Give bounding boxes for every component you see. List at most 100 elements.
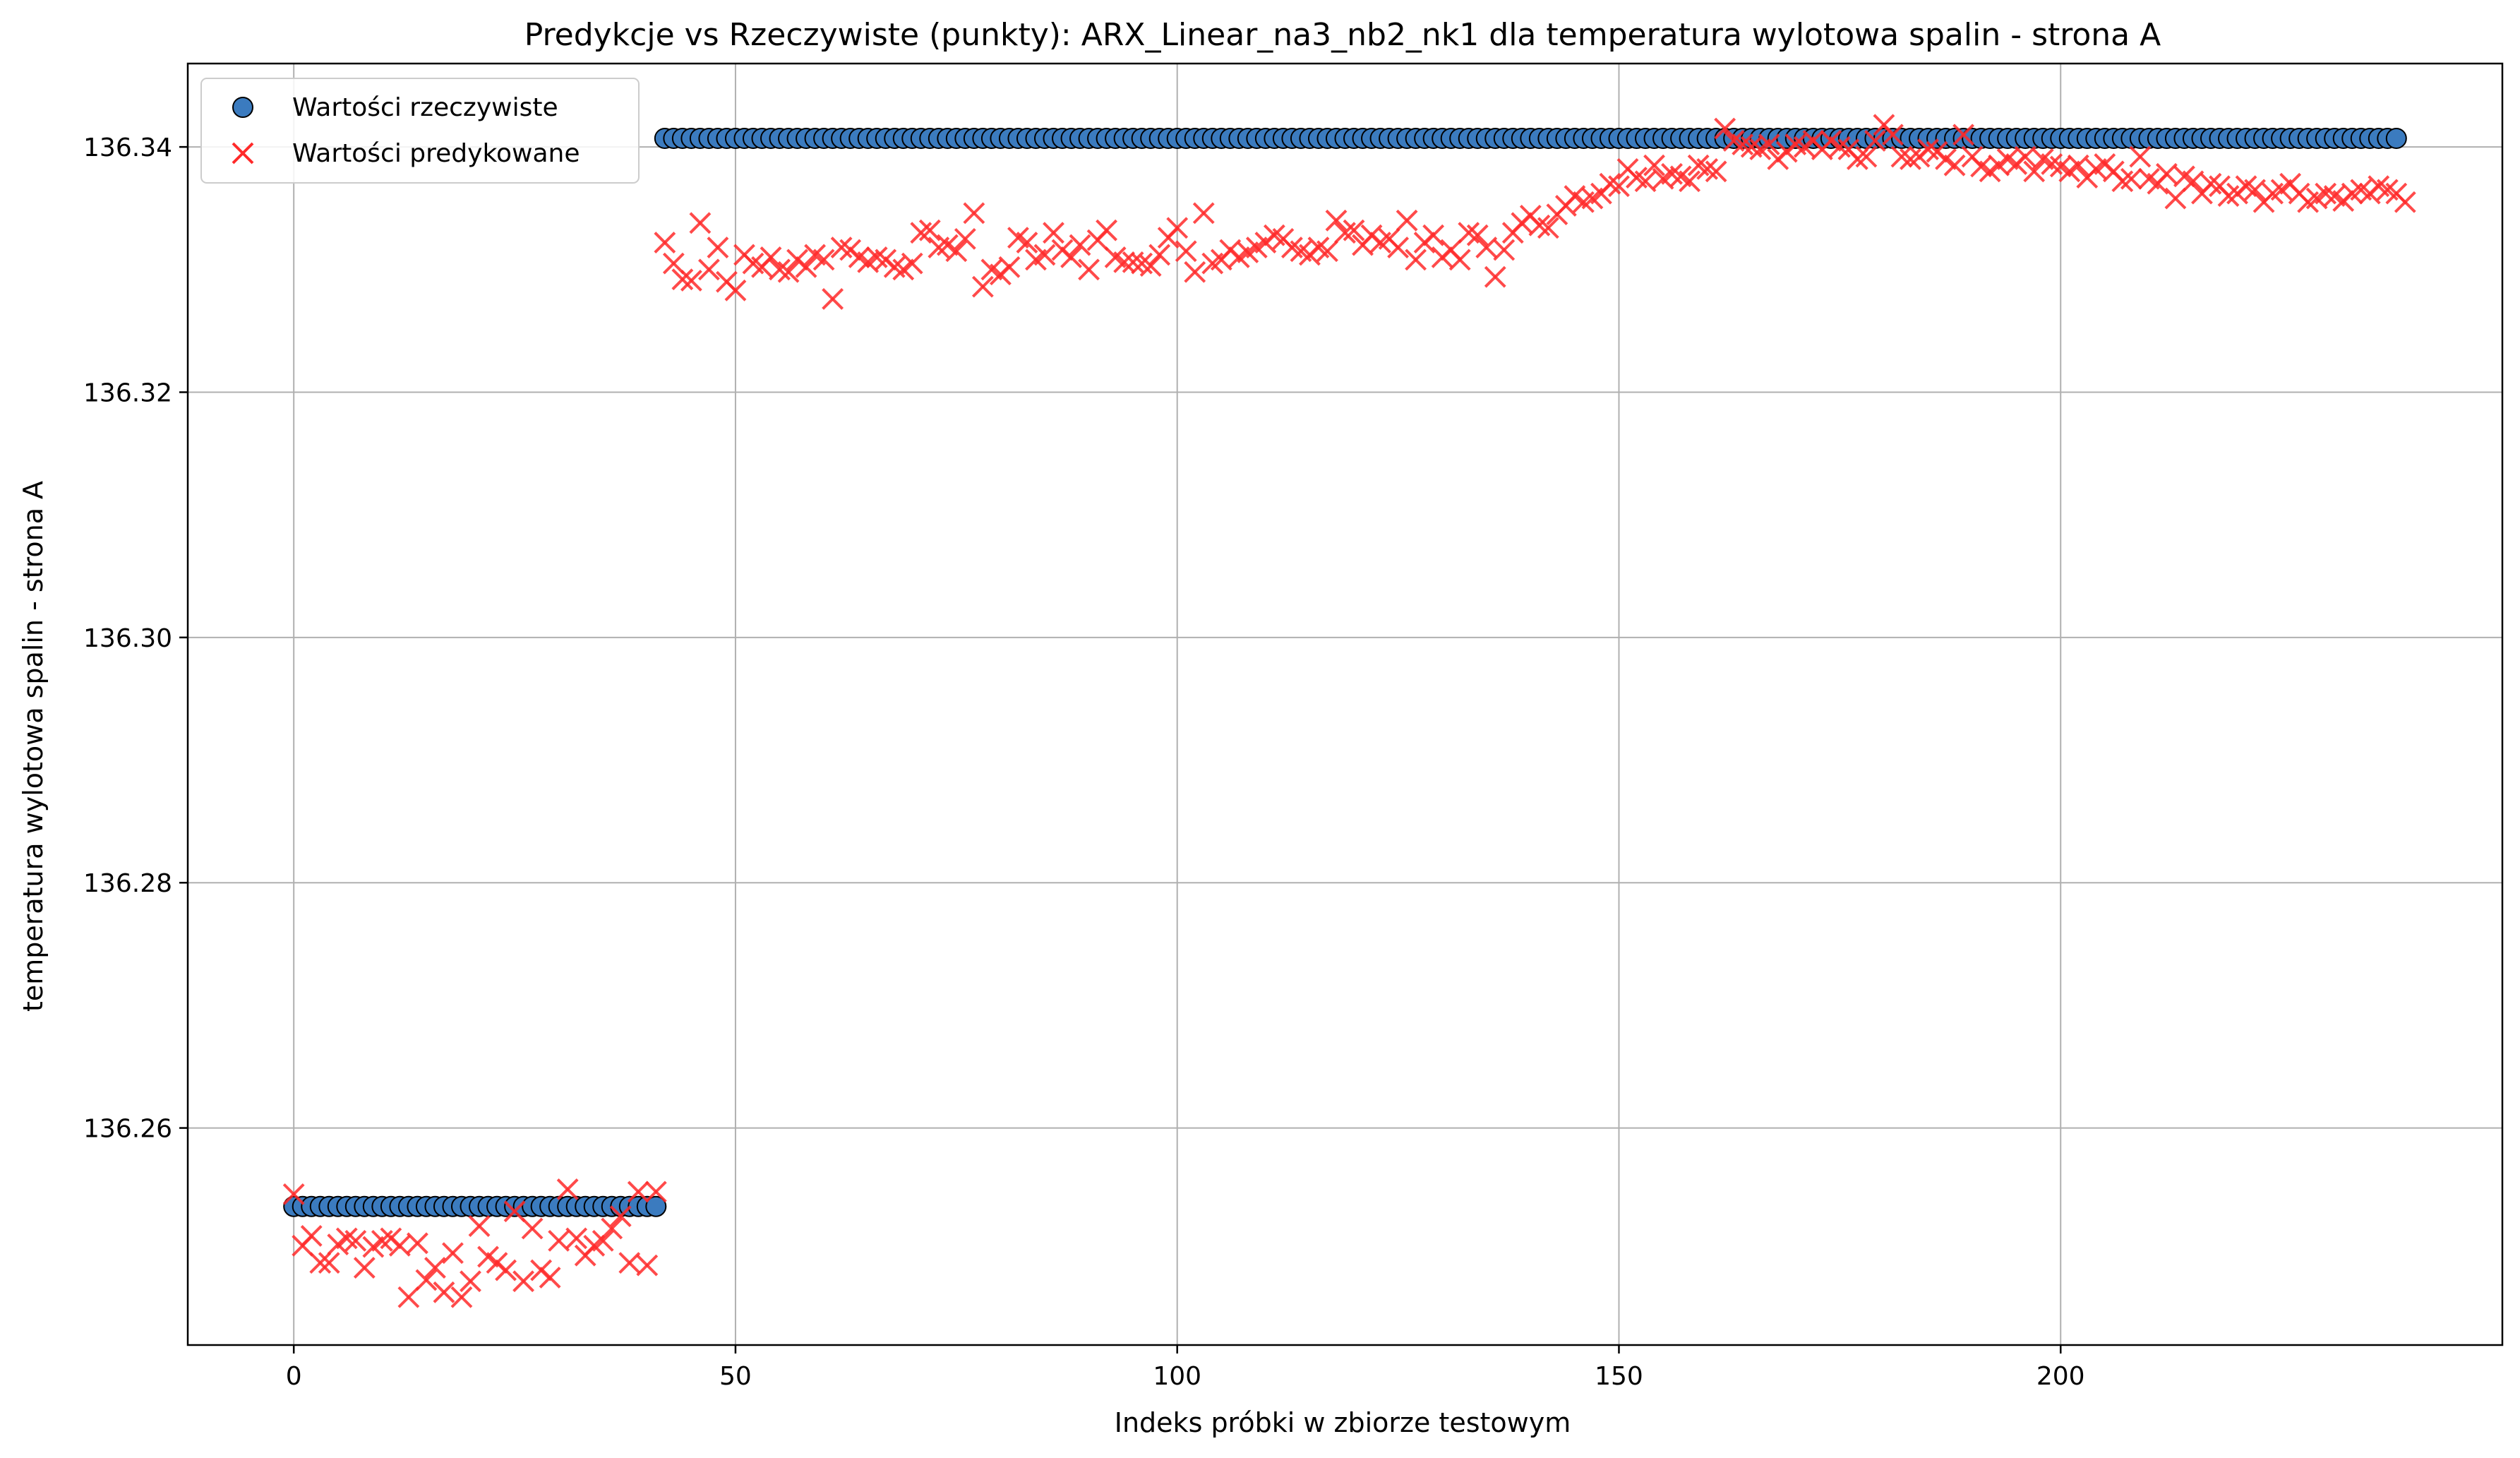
predicted-value-point xyxy=(1139,255,1162,277)
predicted-value-point xyxy=(998,256,1021,278)
predicted-value-point xyxy=(1175,240,1197,263)
legend-marker-real xyxy=(232,97,253,118)
predicted-value-point xyxy=(760,246,782,268)
y-tick-label: 136.26 xyxy=(83,1115,172,1144)
predicted-value-point xyxy=(1033,244,1056,266)
predicted-value-point xyxy=(609,1205,632,1228)
predicted-value-point xyxy=(1396,209,1418,232)
x-tick-label: 200 xyxy=(2036,1362,2085,1391)
predicted-value-point xyxy=(460,1270,481,1293)
predicted-value-point xyxy=(2164,187,2187,210)
predicted-value-point xyxy=(521,1217,544,1240)
predicted-value-point xyxy=(644,1181,667,1203)
series-predicted-values xyxy=(282,114,2416,1308)
predicted-value-point xyxy=(671,268,694,291)
y-tick-label: 136.34 xyxy=(83,133,172,162)
predicted-value-point xyxy=(512,1270,534,1293)
predicted-value-point xyxy=(618,1252,641,1274)
predicted-value-point xyxy=(415,1269,438,1291)
y-tick-label: 136.28 xyxy=(83,869,172,898)
predicted-value-point xyxy=(397,1286,420,1308)
predicted-value-point xyxy=(1758,133,1780,156)
predicted-value-point xyxy=(1484,265,1506,288)
predicted-value-point xyxy=(450,1286,473,1308)
predicted-value-point xyxy=(1475,237,1498,258)
predicted-value-point xyxy=(1096,219,1118,241)
predicted-value-point xyxy=(1016,232,1038,253)
predicted-value-point xyxy=(2067,154,2089,177)
predicted-value-point xyxy=(548,1229,570,1252)
predicted-value-point xyxy=(2023,160,2046,183)
predicted-value-point xyxy=(627,1181,649,1203)
plot-area-frame xyxy=(186,62,2504,1346)
predicted-value-point xyxy=(1192,202,1215,225)
predicted-value-point xyxy=(1148,244,1171,266)
predicted-value-point xyxy=(1069,234,1091,256)
predicted-value-point xyxy=(1448,249,1471,271)
predicted-value-point xyxy=(424,1257,446,1279)
predicted-value-point xyxy=(433,1281,455,1303)
predicted-value-point xyxy=(344,1229,367,1252)
x-tick-label: 150 xyxy=(1595,1362,1643,1391)
predicted-value-point xyxy=(654,232,676,253)
x-tick-label: 0 xyxy=(286,1362,302,1391)
predicted-value-point xyxy=(901,252,923,275)
predicted-value-point xyxy=(300,1225,323,1247)
predicted-value-point xyxy=(1493,239,1516,261)
predicted-value-point xyxy=(1043,222,1064,244)
series-real-values xyxy=(283,127,2407,1217)
predicted-value-point xyxy=(1864,130,1886,152)
predicted-value-point xyxy=(503,1200,526,1223)
predicted-value-point xyxy=(1184,261,1206,283)
predicted-value-point xyxy=(2129,145,2152,168)
predicted-value-point xyxy=(2182,170,2204,193)
predicted-value-point xyxy=(1078,258,1100,281)
predicted-value-point xyxy=(406,1232,428,1255)
legend: Wartości rzeczywiste Wartości predykowan… xyxy=(200,78,640,184)
x-tick-label: 50 xyxy=(719,1362,752,1391)
predicted-value-point xyxy=(1343,219,1365,241)
predicted-value-point xyxy=(1952,124,1974,146)
predicted-value-point xyxy=(539,1267,561,1289)
predicted-value-point xyxy=(971,275,994,298)
predicted-value-point xyxy=(1316,240,1338,263)
predicted-value-point xyxy=(2394,191,2416,213)
predicted-value-point xyxy=(1634,170,1657,193)
predicted-value-point xyxy=(556,1178,579,1200)
predicted-value-point xyxy=(689,212,712,234)
predicted-value-point xyxy=(468,1215,491,1237)
predicted-value-point xyxy=(662,252,685,275)
predicted-value-point xyxy=(707,237,729,258)
legend-label-predicted: Wartości predykowane xyxy=(292,139,580,168)
predicted-value-point xyxy=(592,1229,614,1252)
predicted-value-point xyxy=(1714,117,1736,140)
predicted-value-point xyxy=(812,249,835,271)
y-tick-label: 136.32 xyxy=(83,378,172,407)
predicted-value-point xyxy=(2014,145,2036,168)
predicted-value-point xyxy=(1405,249,1427,271)
predicted-value-point xyxy=(601,1217,623,1240)
predicted-value-point xyxy=(1537,217,1559,239)
predicted-value-point xyxy=(2244,179,2266,201)
predicted-value-point xyxy=(1166,217,1189,239)
predicted-value-point xyxy=(636,1254,659,1277)
predicted-value-point xyxy=(1679,170,1701,193)
predicted-value-point xyxy=(1060,246,1082,268)
x-axis-label: Indeks próbki w zbiorze testowym xyxy=(1115,1407,1571,1438)
predicted-value-point xyxy=(1113,251,1136,273)
predicted-value-point xyxy=(1387,237,1410,258)
x-tick-label: 100 xyxy=(1153,1362,1201,1391)
predicted-value-point xyxy=(1705,160,1727,183)
predicted-value-point xyxy=(1122,251,1144,273)
predicted-value-point xyxy=(1608,175,1630,198)
predicted-value-point xyxy=(2156,162,2178,185)
y-tick-label: 136.30 xyxy=(83,624,172,653)
predicted-value-point xyxy=(697,258,720,281)
predicted-value-point xyxy=(1643,154,1665,177)
predicted-value-point xyxy=(1943,154,1966,177)
real-value-point xyxy=(2385,127,2407,149)
predicted-value-point xyxy=(1325,209,1348,232)
chart-title: Predykcje vs Rzeczywiste (punkty): ARX_L… xyxy=(524,17,2161,53)
